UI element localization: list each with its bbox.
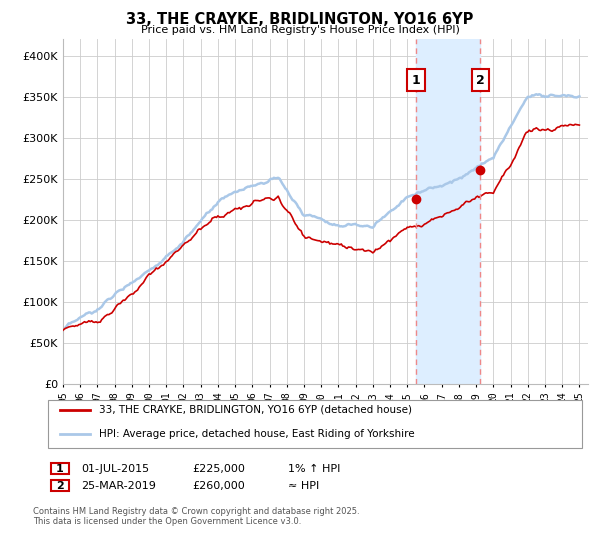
Bar (416, 39, 481, 384)
Text: 2: 2 (56, 480, 64, 491)
Text: ≈ HPI: ≈ HPI (288, 480, 319, 491)
Text: 25-MAR-2019: 25-MAR-2019 (81, 480, 156, 491)
Text: 33, THE CRAYKE, BRIDLINGTON, YO16 6YP (detached house): 33, THE CRAYKE, BRIDLINGTON, YO16 6YP (d… (99, 405, 412, 415)
Text: £225,000: £225,000 (192, 464, 245, 474)
Text: 1: 1 (56, 464, 64, 474)
Text: 2: 2 (476, 74, 485, 87)
Text: HPI: Average price, detached house, East Riding of Yorkshire: HPI: Average price, detached house, East… (99, 429, 415, 439)
Text: £260,000: £260,000 (192, 480, 245, 491)
Text: Contains HM Land Registry data © Crown copyright and database right 2025.
This d: Contains HM Land Registry data © Crown c… (33, 507, 359, 526)
Text: 33, THE CRAYKE, BRIDLINGTON, YO16 6YP: 33, THE CRAYKE, BRIDLINGTON, YO16 6YP (127, 12, 473, 27)
Text: 01-JUL-2015: 01-JUL-2015 (81, 464, 149, 474)
Text: Price paid vs. HM Land Registry's House Price Index (HPI): Price paid vs. HM Land Registry's House … (140, 25, 460, 35)
Text: 1% ↑ HPI: 1% ↑ HPI (288, 464, 340, 474)
Text: 1: 1 (412, 74, 420, 87)
